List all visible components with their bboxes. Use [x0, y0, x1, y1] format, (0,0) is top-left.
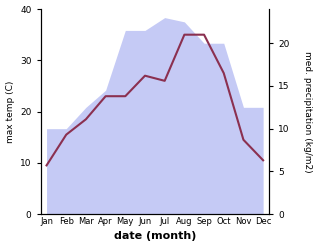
X-axis label: date (month): date (month) — [114, 231, 196, 242]
Y-axis label: max temp (C): max temp (C) — [5, 80, 15, 143]
Y-axis label: med. precipitation (kg/m2): med. precipitation (kg/m2) — [303, 51, 313, 172]
